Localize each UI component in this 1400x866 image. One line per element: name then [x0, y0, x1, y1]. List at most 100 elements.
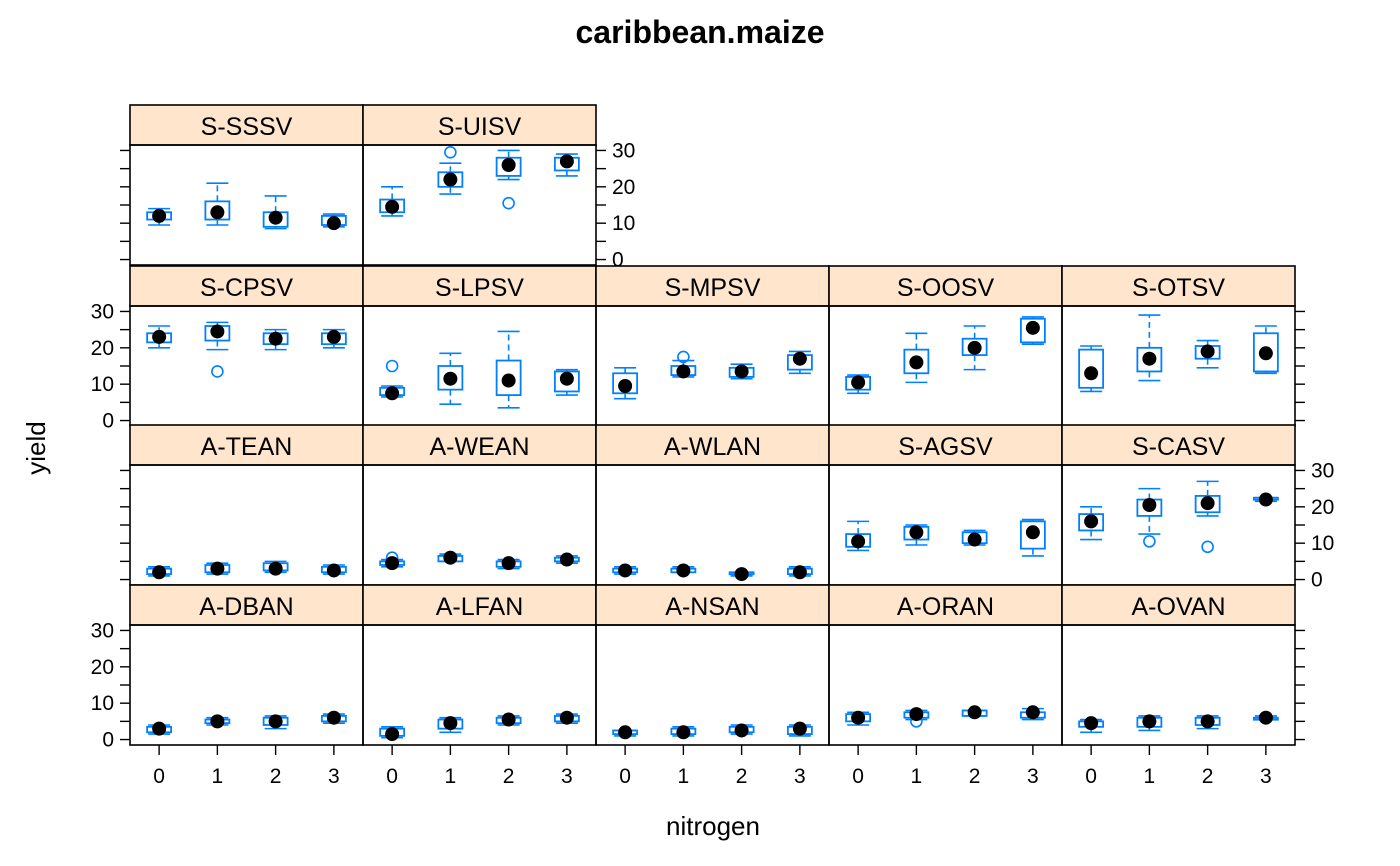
y-tick-label: 20: [1311, 496, 1334, 519]
box-1: [437, 145, 464, 195]
strip-header: [1061, 265, 1296, 307]
median-dot: [443, 371, 458, 386]
median-dot: [851, 534, 866, 549]
median-dot: [967, 532, 982, 547]
box-3: [786, 350, 813, 375]
median-dot: [326, 216, 341, 231]
panel-a-tean: A-TEAN: [120, 424, 364, 586]
x-tick-label: 3: [561, 765, 573, 788]
median-dot: [792, 351, 807, 366]
x-tick-label: 0: [153, 765, 165, 788]
median-dot: [210, 205, 225, 220]
box-2: [961, 529, 988, 547]
y-tick-label: 10: [91, 692, 114, 715]
iqr-box: [961, 337, 988, 356]
box-0: [146, 721, 173, 736]
box-3: [553, 153, 580, 177]
outlier-point: [502, 196, 515, 210]
median-dot: [618, 563, 633, 578]
box-1: [903, 524, 930, 546]
box-1: [204, 321, 231, 378]
box-1: [1136, 714, 1163, 732]
strip-label: A-OVAN: [1132, 593, 1226, 621]
strip-header: [129, 424, 364, 466]
outlier-point: [677, 350, 690, 364]
median-dot: [443, 172, 458, 187]
median-dot: [385, 199, 400, 214]
box-3: [1019, 316, 1046, 345]
x-tick-label: 2: [270, 765, 282, 788]
y-tick-label: 30: [612, 139, 635, 162]
box-0: [1078, 506, 1105, 541]
panel-s-lpsv: S-LPSV: [362, 265, 597, 427]
panel-frame: [1061, 305, 1296, 427]
box-3: [553, 552, 580, 567]
x-tick-label: 3: [794, 765, 806, 788]
median-dot: [268, 331, 283, 346]
box-2: [961, 325, 988, 371]
panel-a-dban: A-DBAN 0 10 20 30 0 1 2 3: [91, 584, 364, 788]
iqr-box: [495, 359, 522, 396]
panel-s-agsv: S-AGSV: [828, 424, 1063, 586]
box-1: [670, 350, 697, 379]
box-0: [379, 726, 406, 742]
panel-s-mpsv: S-MPSV: [595, 265, 830, 427]
box-3: [1019, 705, 1046, 721]
panel-frame: [129, 144, 364, 266]
median-dot: [909, 525, 924, 540]
x-tick-label: 0: [619, 765, 631, 788]
median-dot: [618, 379, 633, 393]
x-tick-label: 0: [1085, 765, 1097, 788]
median-dot: [152, 721, 167, 736]
box-2: [1194, 480, 1221, 554]
box-2: [495, 149, 522, 210]
box-0: [146, 207, 173, 226]
median-dot: [268, 561, 283, 576]
box-2: [262, 714, 289, 730]
median-dot: [1200, 496, 1215, 511]
median-dot: [210, 714, 225, 729]
x-tick-label: 3: [328, 765, 340, 788]
iqr-box: [495, 156, 522, 177]
x-axis-label: nitrogen: [666, 811, 760, 841]
outlier-point: [1201, 540, 1214, 554]
strip-header: [828, 265, 1063, 307]
median-dot: [385, 556, 400, 571]
iqr-box: [612, 372, 639, 395]
box-2: [495, 330, 522, 409]
panel-frame: [595, 305, 830, 427]
y-tick-label: 10: [1311, 532, 1334, 555]
strip-label: A-WLAN: [664, 433, 761, 461]
median-dot: [326, 563, 341, 578]
box-3: [320, 328, 347, 349]
strip-label: S-AGSV: [898, 433, 993, 461]
y-tick-label: 0: [612, 249, 624, 272]
median-dot: [501, 373, 516, 388]
box-3: [786, 721, 813, 737]
iqr-box: [437, 171, 464, 188]
median-dot: [1084, 716, 1099, 731]
median-dot: [967, 705, 982, 720]
box-0: [1078, 716, 1105, 734]
panel-frame: [828, 464, 1063, 586]
strip-label: S-OTSV: [1132, 274, 1225, 302]
median-dot: [152, 208, 167, 223]
strip-label: S-SSSV: [201, 113, 293, 141]
x-tick-label: 1: [445, 765, 457, 788]
box-0: [845, 520, 872, 552]
strip-label: S-LPSV: [435, 274, 524, 302]
x-tick-label: 1: [212, 765, 224, 788]
box-3: [1252, 492, 1279, 507]
outlier-point: [385, 359, 399, 373]
median-dot: [734, 723, 749, 738]
median-dot: [501, 712, 516, 727]
y-tick-label: 0: [102, 729, 114, 752]
box-3: [553, 710, 580, 725]
box-2: [728, 723, 755, 738]
box-2: [728, 363, 755, 380]
strip-label: A-DBAN: [199, 593, 293, 621]
strip-label: A-TEAN: [201, 433, 293, 461]
box-3: [1019, 518, 1046, 557]
outlier-point: [211, 365, 224, 378]
